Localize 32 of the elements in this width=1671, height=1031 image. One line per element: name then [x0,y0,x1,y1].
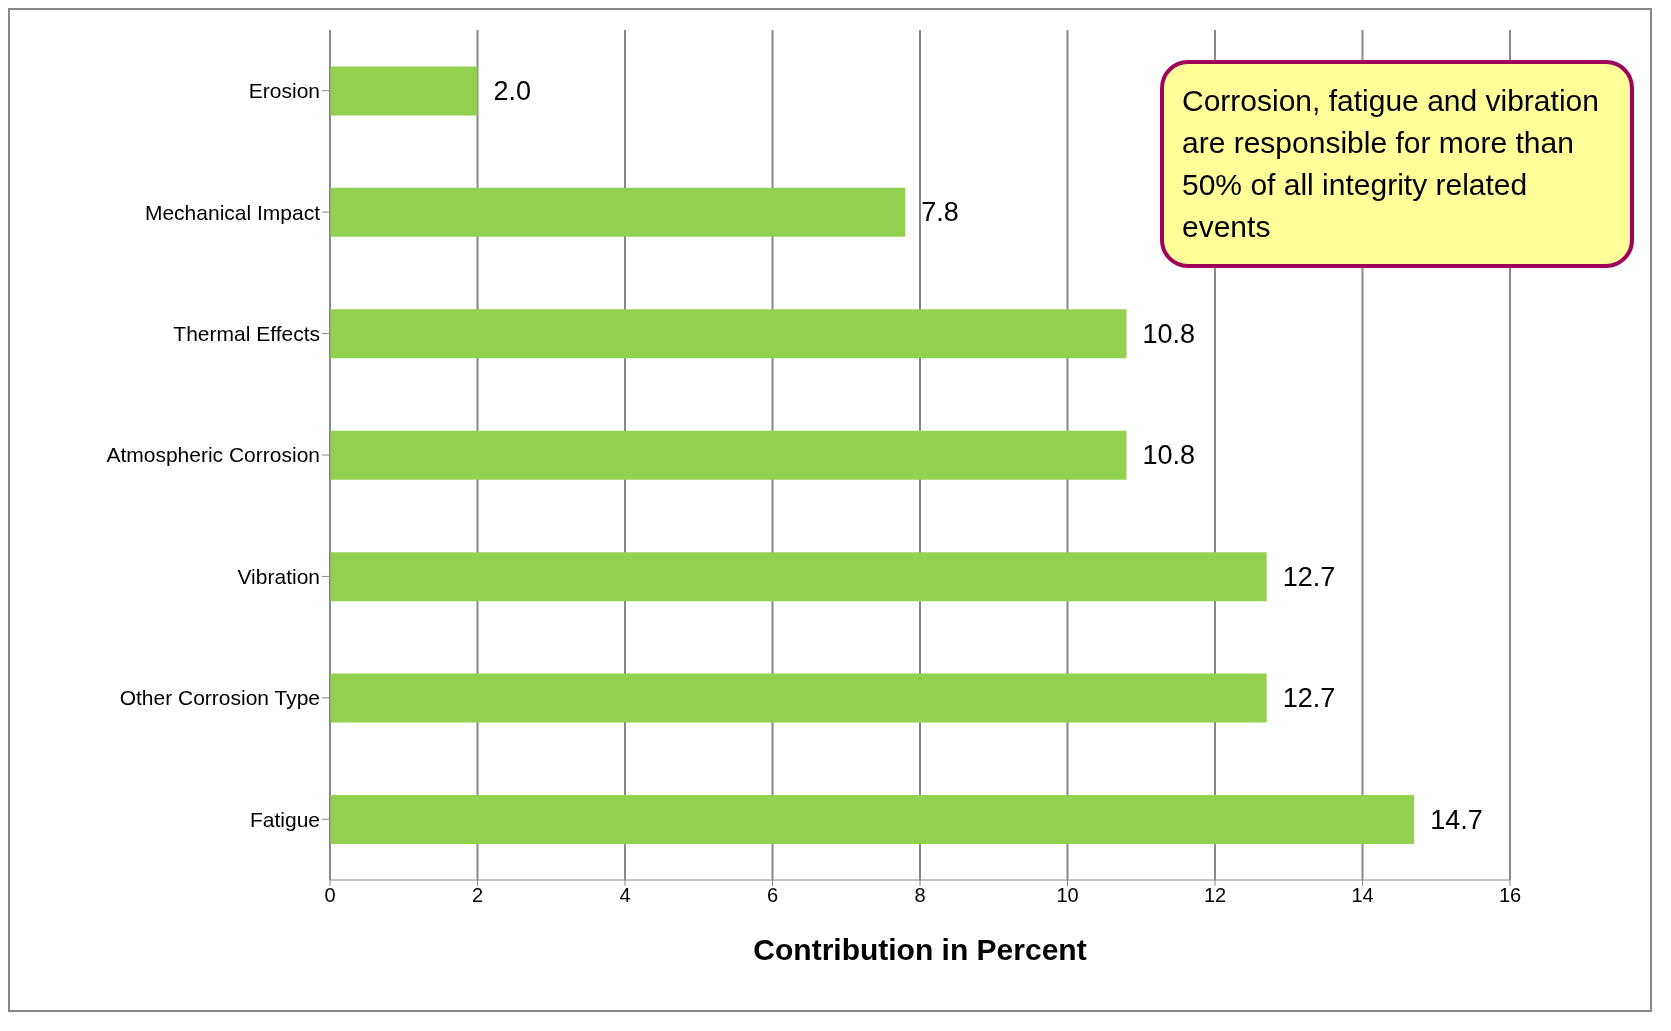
data-label: 12.7 [1282,683,1336,714]
data-label: 2.0 [493,75,532,106]
y-tick-label: Fatigue [249,807,320,831]
x-tick-label: 12 [1203,884,1227,907]
x-axis-title: Contribution in Percent [753,933,1087,966]
x-tick-label: 8 [914,884,926,907]
y-tick-label: Thermal Effects [173,322,320,346]
x-tick-label: 16 [1498,884,1522,907]
data-label: 10.8 [1142,318,1196,349]
bar [330,430,1127,480]
bar [330,552,1267,602]
data-label: 12.7 [1282,561,1336,592]
data-label: 14.7 [1430,804,1483,835]
x-tick-label: 0 [324,884,336,907]
bar [330,309,1127,359]
y-tick-label: Vibration [237,564,320,588]
x-tick-label: 10 [1056,884,1079,907]
data-label: 7.8 [921,197,959,228]
bar [330,795,1415,844]
y-tick-label: Atmospheric Corrosion [106,443,320,467]
data-label: 10.8 [1142,440,1196,471]
x-tick-label: 14 [1351,884,1374,907]
x-tick-label: 2 [471,884,484,907]
x-tick-label: 4 [619,884,631,907]
x-tick-label: 6 [766,884,779,907]
bar [330,66,478,116]
y-tick-label: Other Corrosion Type [119,686,320,710]
speech-bubble: Corrosion, fatigue and vibration are responsible for more than 50% of all integrity related events [1160,60,1634,268]
y-tick-label: Erosion [248,79,320,103]
y-tick-label: Mechanical Impact [144,200,321,224]
bar [330,673,1267,723]
bar [330,187,906,237]
